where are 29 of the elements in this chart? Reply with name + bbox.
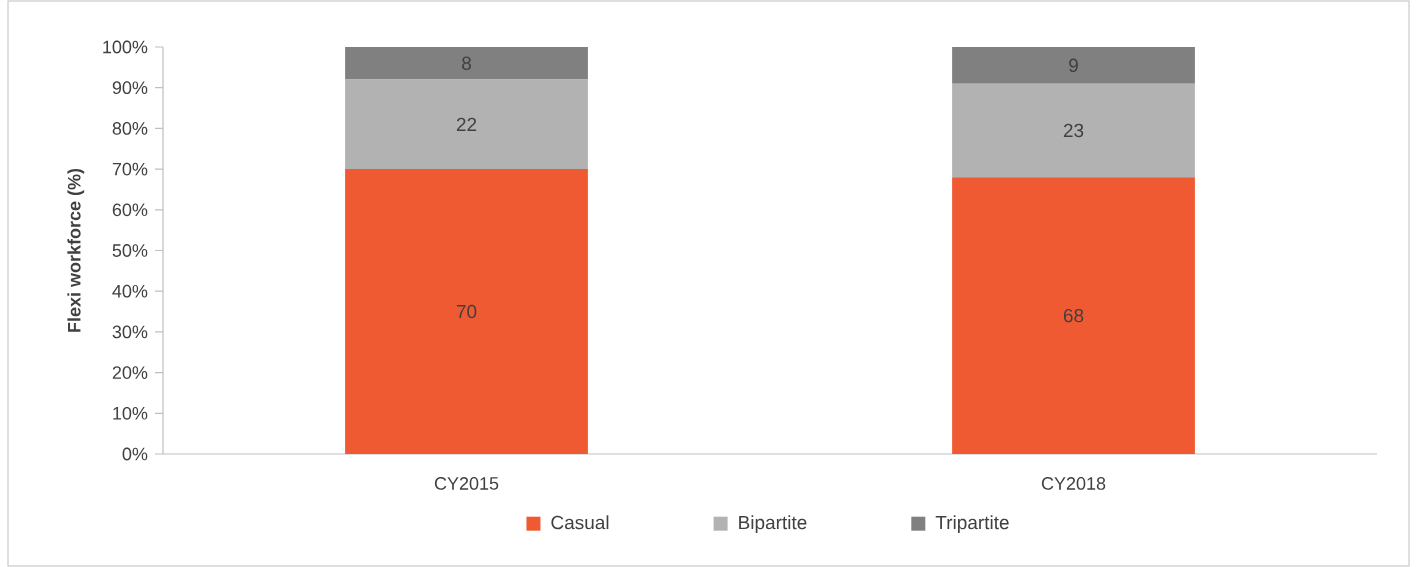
y-tick-label: 90% [112,81,148,95]
y-tick-label: 50% [112,244,148,257]
y-tick-label: 30% [112,325,148,339]
legend-label: Bipartite [739,515,807,534]
data-label: 68 [1063,308,1084,323]
x-tick-label: CY2018 [1041,477,1106,490]
bar [952,47,1195,84]
data-label: 70 [456,304,477,319]
y-axis-title: Flexi workforce (%) [67,168,85,332]
y-tick-label: 0% [122,447,148,461]
y-tick-label: 80% [112,122,148,135]
y-tick-label: 70% [112,162,148,176]
y-tick-label: 40% [112,284,148,298]
bar [345,169,588,454]
x-tick-label: CY2015 [434,477,499,490]
bar [952,177,1195,454]
data-label: 9 [1069,58,1078,73]
data-label: 8 [462,56,471,70]
legend-label: Casual [551,515,609,530]
bar [345,79,588,170]
y-tick-label: 20% [112,366,148,379]
y-tick-label: 60% [112,203,148,217]
data-label: 23 [1063,123,1084,138]
y-tick-label: 100% [103,40,148,54]
legend-label: Tripartite [935,515,1009,534]
bar [952,83,1195,178]
data-label: 22 [456,117,477,131]
bar [345,47,588,80]
y-tick-label: 10% [113,406,148,420]
